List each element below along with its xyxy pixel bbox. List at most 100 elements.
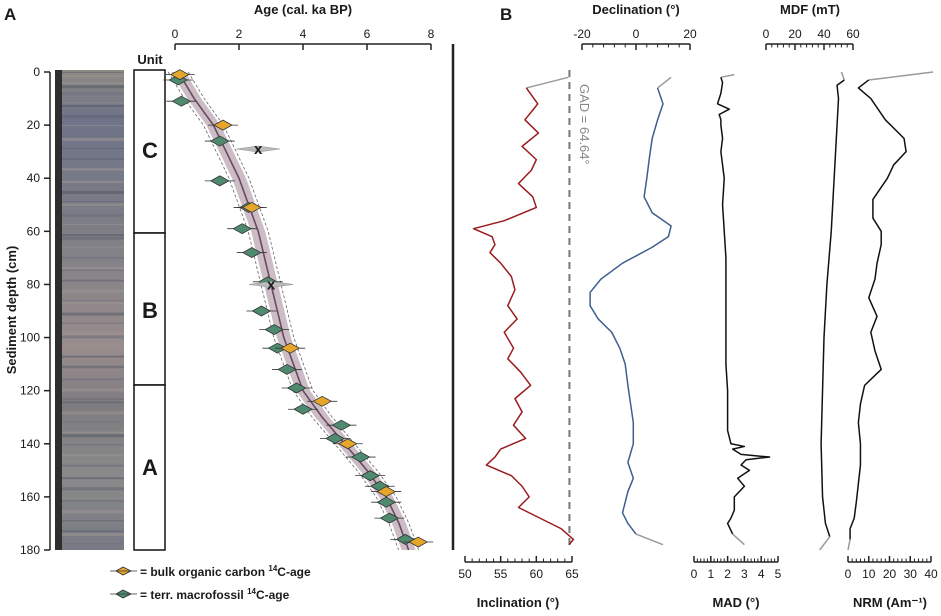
depth-tick-label: 180 bbox=[20, 543, 40, 557]
mad-tick-label: 3 bbox=[741, 567, 748, 581]
mdf-tick-label: 40 bbox=[817, 27, 831, 41]
mad-bottom-segment bbox=[732, 533, 745, 546]
outlier-date-range bbox=[248, 281, 294, 288]
declination-tick-label: 20 bbox=[683, 27, 697, 41]
unit-header: Unit bbox=[137, 52, 163, 67]
depth-tick-label: 60 bbox=[27, 224, 41, 238]
core-band bbox=[62, 180, 124, 183]
nrm-line bbox=[849, 79, 907, 540]
depth-tick-label: 160 bbox=[20, 490, 40, 504]
core-band bbox=[62, 75, 124, 78]
depth-tick-label: 0 bbox=[33, 65, 40, 79]
inclination-tick-label: 50 bbox=[458, 567, 472, 581]
declination-top-segment bbox=[657, 76, 672, 89]
mdf-line bbox=[820, 79, 845, 537]
age-model-median bbox=[177, 71, 410, 551]
age-model-upper-bound bbox=[187, 71, 419, 551]
bulk-date bbox=[312, 395, 333, 407]
core-band bbox=[62, 289, 124, 293]
legend-bulk-sup: 14 bbox=[268, 564, 277, 573]
core-band bbox=[62, 236, 124, 240]
core-band bbox=[62, 500, 124, 503]
nrm-tick-label: 30 bbox=[904, 567, 918, 581]
macrofossil-date bbox=[379, 512, 400, 524]
inclination-axis-title: Inclination (°) bbox=[477, 595, 559, 610]
core-band bbox=[62, 115, 124, 119]
depth-tick-label: 20 bbox=[27, 118, 41, 132]
core-band bbox=[62, 355, 124, 358]
core-band bbox=[62, 434, 124, 438]
inclination-tick-label: 65 bbox=[565, 567, 579, 581]
declination-tick-label: -20 bbox=[573, 27, 591, 41]
core-band bbox=[62, 102, 124, 104]
legend-bulk-prefix: = bulk organic carbon bbox=[140, 565, 268, 579]
inclination-top-segment bbox=[526, 76, 569, 89]
core-band bbox=[62, 477, 124, 480]
unit-a-label: A bbox=[142, 455, 158, 480]
core-band bbox=[62, 530, 124, 533]
nrm-tick-label: 20 bbox=[883, 567, 897, 581]
macrofossil-date bbox=[376, 496, 397, 508]
macrofossil-date bbox=[241, 247, 262, 259]
depth-tick-label: 100 bbox=[20, 331, 40, 345]
core-band bbox=[62, 368, 124, 370]
declination-tick-label: 0 bbox=[633, 27, 640, 41]
core-band bbox=[62, 279, 124, 282]
inclination-line bbox=[472, 87, 575, 546]
core-band bbox=[62, 137, 124, 141]
bulk-date bbox=[213, 119, 233, 131]
depth-axis-title: Sediment depth (cm) bbox=[4, 246, 19, 375]
core-band bbox=[62, 510, 124, 514]
mad-tick-label: 2 bbox=[724, 567, 731, 581]
panel-a-label: A bbox=[4, 5, 16, 24]
panel-b-label: B bbox=[500, 5, 512, 24]
mdf-top-segment bbox=[840, 71, 846, 81]
mdf-tick-label: 20 bbox=[788, 27, 802, 41]
core-band bbox=[62, 335, 124, 339]
macrofossil-date bbox=[331, 419, 352, 431]
core-band bbox=[62, 302, 124, 305]
core-band bbox=[62, 203, 124, 206]
core-band bbox=[62, 431, 124, 434]
age-tick-label: 6 bbox=[364, 27, 371, 41]
nrm-axis-title: NRM (Am⁻¹) bbox=[853, 595, 927, 610]
depth-tick-label: 120 bbox=[20, 384, 40, 398]
core-band bbox=[62, 378, 124, 381]
core-band bbox=[62, 411, 124, 415]
core-band bbox=[62, 543, 124, 545]
core-band bbox=[62, 487, 124, 491]
core-band bbox=[62, 190, 124, 194]
core-band bbox=[62, 322, 124, 324]
legend-bulk-label: = bulk organic carbon 14C-age bbox=[140, 564, 311, 579]
age-depth-model bbox=[167, 71, 419, 551]
macrofossil-date bbox=[209, 135, 230, 147]
legend-macro-label: = terr. macrofossil 14C-age bbox=[140, 587, 290, 602]
core-band bbox=[62, 170, 124, 172]
nrm-top-segment bbox=[868, 71, 934, 81]
core-band bbox=[62, 312, 124, 316]
nrm-bottom-segment bbox=[847, 539, 851, 551]
core-band bbox=[62, 168, 124, 172]
core-band bbox=[62, 444, 124, 446]
legend-macro-sup: 14 bbox=[247, 587, 256, 596]
declination-bottom-segment bbox=[635, 533, 664, 546]
age-tick-label: 0 bbox=[172, 27, 179, 41]
macrofossil-date bbox=[251, 305, 272, 317]
gad-label: GAD = 64.64° bbox=[577, 84, 592, 165]
core-band bbox=[62, 388, 124, 392]
core-band bbox=[62, 520, 124, 522]
age-axis-title: Age (cal. ka BP) bbox=[254, 2, 352, 17]
core-band bbox=[62, 464, 124, 468]
core-band bbox=[62, 332, 124, 335]
core-band bbox=[62, 72, 124, 73]
outlier-marker: x bbox=[267, 276, 276, 293]
age-tick-label: 2 bbox=[236, 27, 243, 41]
core-band bbox=[62, 467, 124, 469]
core-band bbox=[62, 454, 124, 457]
age-model-envelope bbox=[171, 72, 416, 550]
macrofossil-date bbox=[209, 175, 230, 187]
core-band bbox=[62, 201, 124, 203]
depth-tick-label: 80 bbox=[27, 277, 41, 291]
outlier-marker: x bbox=[254, 141, 263, 158]
